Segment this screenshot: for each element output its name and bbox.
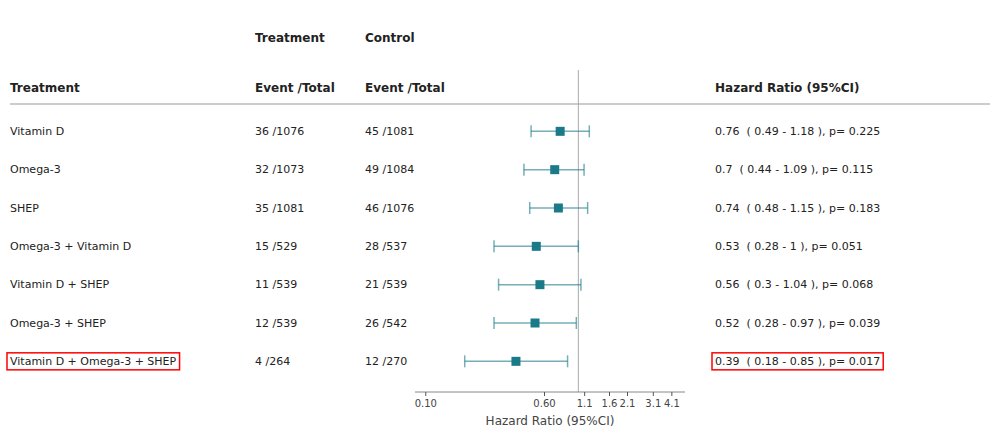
ci-cap [589,125,591,137]
hr-text: 0.76 ( 0.49 - 1.18 ), p= 0.225 [715,125,880,138]
treat-events: 4 /264 [255,355,290,368]
x-tick-label: 2.1 [620,398,636,409]
ci-cap [576,317,578,329]
hr-marker [531,319,540,328]
treatment-label: Omega-3 + SHEP [10,317,106,330]
reference-line [578,70,579,392]
column-header: Treatment [10,81,80,95]
treatment-label: Vitamin D [10,125,64,138]
ci-cap [587,202,589,214]
control-events: 12 /270 [365,355,407,368]
x-tick [425,392,426,396]
treatment-label: SHEP [10,202,39,215]
x-tick-label: 3.1 [645,398,661,409]
ci-cap [498,279,500,291]
x-axis [415,392,685,393]
hr-marker [550,165,559,174]
control-events: 45 /1081 [365,125,414,138]
treatment-label: Omega-3 + Vitamin D [10,240,131,253]
hr-marker [511,357,520,366]
x-tick [653,392,654,396]
hr-marker [535,280,544,289]
control-events: 26 /542 [365,317,407,330]
x-tick [584,392,585,396]
ci-cap [583,164,585,176]
treatment-label: Omega-3 [10,163,61,176]
treat-events: 15 /529 [255,240,297,253]
hr-text: 0.52 ( 0.28 - 0.97 ), p= 0.039 [715,317,880,330]
highlight-box [7,353,180,370]
x-tick-label: 0.10 [415,398,437,409]
treat-events: 35 /1081 [255,202,304,215]
hr-marker [556,127,565,136]
column-header: Hazard Ratio (95%CI) [715,81,859,95]
ci-cap [578,240,580,252]
hr-text: 0.7 ( 0.44 - 1.09 ), p= 0.115 [715,163,873,176]
control-events: 21 /539 [365,278,407,291]
chart: Treatment Control Treatment Event /Total Eve… [0,0,1000,443]
hr-text: 0.53 ( 0.28 - 1 ), p= 0.051 [715,240,863,253]
x-tick-label: 0.60 [533,398,555,409]
x-axis-label: Hazard Ratio (95%CI) [486,414,615,428]
treat-events: 32 /1073 [255,163,304,176]
treat-events: 12 /539 [255,317,297,330]
column-header: Event /Total [255,81,335,95]
treat-events: 36 /1076 [255,125,304,138]
x-tick-label: 4.1 [664,398,680,409]
x-tick [609,392,610,396]
column-header: Event /Total [365,81,445,95]
control-events: 49 /1084 [365,163,414,176]
highlight-box [712,353,883,370]
treat-events: 11 /539 [255,278,297,291]
ci-cap [523,164,525,176]
treatment-label: Vitamin D + Omega-3 + SHEP [10,355,177,368]
x-tick [627,392,628,396]
hr-text: 0.39 ( 0.18 - 0.85 ), p= 0.017 [715,355,880,368]
x-tick-label: 1.1 [577,398,593,409]
x-tick [544,392,545,396]
hr-text: 0.74 ( 0.48 - 1.15 ), p= 0.183 [715,202,880,215]
treatment-label: Vitamin D + SHEP [10,278,110,291]
hr-marker [554,204,563,213]
ci-cap [493,317,495,329]
ci-cap [493,240,495,252]
ci-cap [580,279,582,291]
x-tick [671,392,672,396]
ci-cap [567,355,569,367]
separator [10,104,990,105]
plot-area [465,70,590,392]
ci-cap [464,355,466,367]
hr-marker [532,242,541,251]
x-tick-label: 1.6 [602,398,618,409]
group-header: Treatment [255,31,325,45]
group-header: Control [365,31,415,45]
control-events: 28 /537 [365,240,407,253]
control-events: 46 /1076 [365,202,414,215]
ci-cap [530,125,532,137]
hr-text: 0.56 ( 0.3 - 1.04 ), p= 0.068 [715,278,873,291]
ci-cap [529,202,531,214]
